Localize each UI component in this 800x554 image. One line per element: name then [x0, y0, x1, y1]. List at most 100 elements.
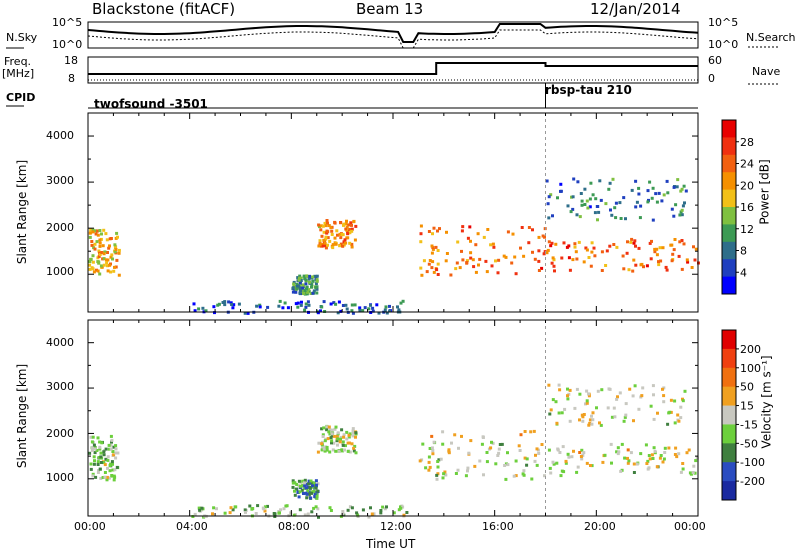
- velocity-echo-cell: [310, 491, 314, 495]
- power-echo-cell: [331, 243, 335, 247]
- velocity-echo-cell: [558, 451, 562, 454]
- velocity-colorbar-tick: -50: [740, 437, 758, 450]
- power-echo-cell: [95, 240, 99, 244]
- power-echo-cell: [632, 258, 636, 262]
- velocity-echo-cell: [418, 459, 422, 463]
- velocity-echo-cell: [97, 469, 100, 473]
- power-echo-cell: [307, 289, 311, 293]
- power-echo-cell: [582, 260, 586, 264]
- power-echo-cell: [354, 224, 358, 228]
- power-echo-cell: [461, 225, 465, 229]
- power-echo-cell: [622, 196, 626, 200]
- power-echo-cell: [550, 241, 554, 245]
- velocity-echo-cell: [101, 476, 105, 479]
- power-echo-cell: [91, 267, 95, 271]
- velocity-echo-cell: [347, 433, 351, 437]
- velocity-echo-cell: [215, 507, 218, 511]
- velocity-echo-cell: [293, 489, 296, 493]
- velocity-echo-cell: [651, 384, 655, 388]
- power-echo-cell: [496, 271, 500, 275]
- velocity-colorbar-tick: -15: [740, 418, 758, 431]
- velocity-echo-cell: [334, 449, 338, 453]
- velocity-echo-cell: [623, 415, 627, 419]
- power-echo-cell: [255, 304, 259, 308]
- velocity-echo-cell: [320, 442, 324, 446]
- power-echo-cell: [112, 269, 116, 273]
- velocity-colorbar-tick: -100: [740, 456, 765, 469]
- velocity-echo-cell: [430, 446, 434, 450]
- velocity-echo-cell: [108, 469, 112, 473]
- power-echo-cell: [671, 252, 675, 256]
- power-echo-cell: [344, 227, 348, 231]
- power-echo-cell: [504, 255, 508, 259]
- velocity-echo-cell: [325, 445, 329, 449]
- velocity-echo-cell: [381, 505, 385, 509]
- power-echo-cell: [328, 239, 332, 243]
- velocity-echo-cell: [328, 428, 332, 432]
- velocity-echo-cell: [620, 442, 624, 446]
- power-echo-cell: [491, 242, 495, 246]
- power-echo-cell: [299, 276, 303, 280]
- velocity-echo-cell: [591, 411, 595, 415]
- power-echo-cell: [95, 268, 98, 272]
- velocity-echo-cell: [677, 419, 681, 423]
- power-echo-cell: [283, 301, 287, 305]
- power-echo-cell: [304, 278, 308, 282]
- power-echo-cell: [609, 208, 612, 212]
- velocity-panel-bg: [88, 320, 698, 516]
- velocity-echo-cell: [293, 493, 297, 497]
- power-echo-cell: [353, 238, 357, 242]
- velocity-echo-cell: [89, 467, 93, 471]
- velocity-echo-cell: [663, 446, 667, 450]
- velocity-echo-cell: [548, 412, 552, 416]
- velocity-echo-cell: [603, 453, 607, 457]
- velocity-echo-cell: [648, 457, 652, 461]
- velocity-echo-cell: [568, 419, 572, 423]
- velocity-echo-cell: [110, 474, 114, 477]
- velocity-echo-cell: [96, 460, 100, 464]
- velocity-echo-cell: [656, 411, 659, 415]
- xtick-1: 04:00: [176, 520, 208, 533]
- power-echo-cell: [436, 249, 440, 252]
- power-echo-cell: [326, 230, 330, 234]
- power-echo-cell: [93, 242, 97, 246]
- velocity-echo-cell: [435, 477, 439, 481]
- power-echo-cell: [352, 219, 356, 223]
- power-echo-cell: [193, 309, 197, 313]
- velocity-echo-cell: [551, 460, 555, 464]
- power-echo-cell: [339, 309, 343, 313]
- power-echo-cell: [610, 213, 614, 217]
- velocity-echo-cell: [617, 450, 621, 454]
- power-echo-cell: [197, 307, 201, 311]
- power-echo-cell: [556, 196, 559, 200]
- velocity-echo-cell: [548, 466, 552, 470]
- power-echo-cell: [311, 279, 315, 283]
- power-echo-cell: [430, 244, 434, 248]
- velocity-echo-cell: [674, 446, 678, 450]
- power-echo-cell: [113, 265, 116, 269]
- power-echo-cell: [571, 258, 575, 262]
- velocity-echo-cell: [525, 463, 529, 467]
- power-echo-cell: [88, 263, 92, 267]
- power-echo-cell: [597, 210, 601, 214]
- velocity-echo-cell: [494, 462, 498, 466]
- velocity-echo-cell: [681, 462, 685, 465]
- velocity-echo-cell: [102, 450, 106, 454]
- power-echo-cell: [399, 301, 403, 305]
- power-echo-cell: [307, 288, 311, 292]
- xtick-2: 08:00: [278, 520, 310, 533]
- velocity-echo-cell: [564, 461, 568, 465]
- velocity-echo-cell: [114, 451, 118, 455]
- power-echo-cell: [277, 304, 281, 308]
- power-echo-cell: [345, 219, 348, 223]
- velocity-echo-cell: [329, 436, 333, 440]
- velocity-echo-cell: [320, 427, 324, 431]
- velocity-echo-cell: [111, 450, 115, 453]
- power-echo-cell: [631, 269, 635, 273]
- power-echo-cell: [600, 269, 604, 272]
- power-echo-cell: [562, 241, 566, 245]
- velocity-echo-cell: [632, 419, 635, 423]
- velocity-echo-cell: [651, 457, 655, 460]
- power-echo-cell: [326, 243, 329, 247]
- velocity-echo-cell: [679, 470, 683, 474]
